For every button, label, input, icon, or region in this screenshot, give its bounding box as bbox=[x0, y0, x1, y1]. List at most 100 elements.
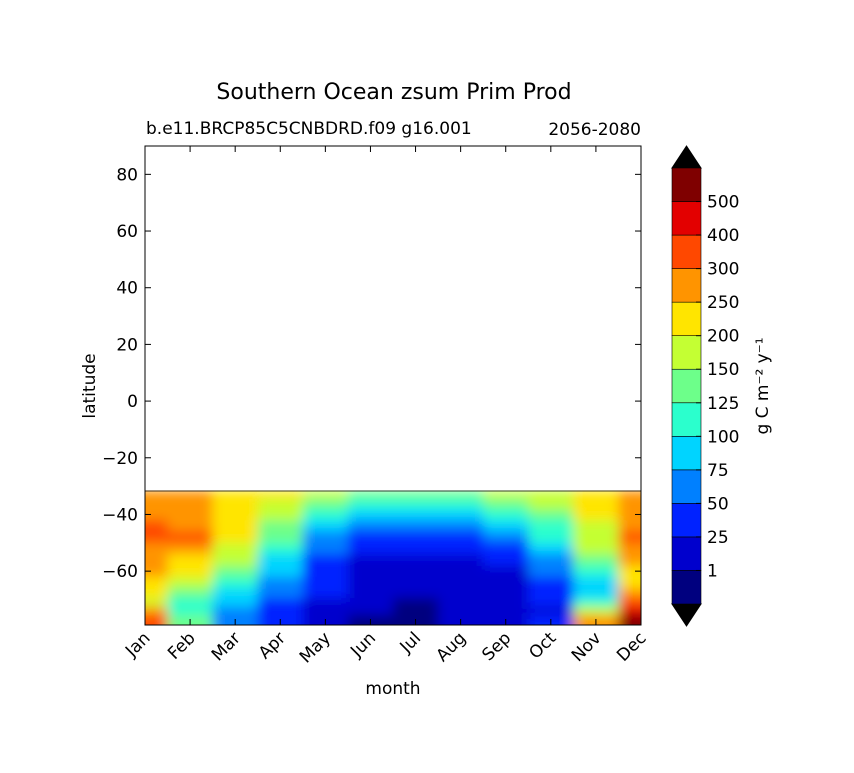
heatmap-cell bbox=[347, 554, 394, 566]
heatmap-cell bbox=[347, 576, 394, 589]
heatmap-cell bbox=[145, 531, 169, 544]
colorbar-tick-label: 50 bbox=[707, 494, 729, 514]
heatmap-cell bbox=[573, 508, 619, 521]
colorbar-tick-label: 500 bbox=[707, 193, 739, 213]
heatmap-cell bbox=[302, 490, 349, 500]
heatmap-cell bbox=[483, 565, 529, 578]
heatmap-cell bbox=[483, 498, 529, 510]
heatmap-cell bbox=[167, 565, 214, 578]
heatmap-cell bbox=[393, 531, 439, 544]
heatmap-cell bbox=[212, 598, 259, 608]
colorbar-extend-top bbox=[671, 145, 702, 169]
colorbar-tick-label: 100 bbox=[707, 427, 739, 447]
heatmap-cell bbox=[573, 576, 619, 589]
heatmap-cell bbox=[145, 576, 169, 589]
x-tick-label: Nov bbox=[568, 628, 606, 666]
heatmap-cell bbox=[393, 565, 439, 578]
colorbar-segment bbox=[671, 469, 702, 504]
heatmap-cell bbox=[302, 588, 349, 599]
heatmap-cell bbox=[528, 565, 574, 578]
heatmap-cell bbox=[212, 554, 259, 566]
heatmap-cell bbox=[145, 606, 169, 616]
heatmap-cell bbox=[167, 498, 214, 510]
heatmap-cell bbox=[438, 554, 484, 566]
heatmap-cell bbox=[145, 542, 169, 555]
heatmap-cell bbox=[438, 598, 484, 608]
heatmap-cell bbox=[302, 508, 349, 521]
heatmap-cell bbox=[618, 576, 641, 589]
heatmap-cell bbox=[528, 542, 574, 555]
heatmap-cell bbox=[618, 615, 641, 625]
heatmap-cell bbox=[302, 606, 349, 616]
heatmap-cell bbox=[302, 565, 349, 578]
colorbar-extend-bottom bbox=[671, 603, 702, 627]
chart-subtitle-left: b.e11.BRCP85C5CNBDRD.f09 g16.001 bbox=[146, 119, 472, 139]
heatmap-cell bbox=[257, 520, 304, 532]
heatmap-cell bbox=[618, 554, 641, 566]
heatmap-cell bbox=[528, 508, 574, 521]
colorbar-segment bbox=[671, 268, 702, 303]
heatmap-cell bbox=[573, 542, 619, 555]
heatmap-cell bbox=[528, 498, 574, 510]
heatmap-cell bbox=[573, 598, 619, 608]
heatmap-cell bbox=[528, 554, 574, 566]
heatmap-cell bbox=[257, 498, 304, 510]
heatmap-cell bbox=[167, 542, 214, 555]
no-data-region bbox=[145, 146, 641, 491]
heatmap-cell bbox=[483, 508, 529, 521]
heatmap-cell bbox=[347, 498, 394, 510]
heatmap-cell bbox=[573, 490, 619, 500]
colorbar-tick-label: 75 bbox=[707, 461, 729, 481]
plot-area: Jan Feb Mar Apr May Jun Jul Aug Sep Oct Nov Dec 80 6… bbox=[102, 145, 651, 667]
colorbar-segment bbox=[671, 201, 702, 236]
heatmap-cell bbox=[212, 565, 259, 578]
heatmap-cell bbox=[618, 531, 641, 544]
heatmap-cell bbox=[438, 520, 484, 532]
heatmap-cell bbox=[618, 520, 641, 532]
heatmap-cell bbox=[393, 508, 439, 521]
heatmap-cell bbox=[145, 598, 169, 608]
heatmap-cell bbox=[483, 576, 529, 589]
y-tick-label: 0 bbox=[127, 392, 138, 412]
heatmap-cell bbox=[573, 520, 619, 532]
heatmap-cell bbox=[302, 498, 349, 510]
heatmap-cell bbox=[618, 588, 641, 599]
colorbar-segment bbox=[671, 335, 702, 370]
heatmap-cell bbox=[393, 498, 439, 510]
heatmap-cell bbox=[347, 542, 394, 555]
heatmap-cell bbox=[212, 606, 259, 616]
heatmap-cell bbox=[347, 588, 394, 599]
heatmap-cell bbox=[347, 606, 394, 616]
x-tick-label: Sep bbox=[478, 628, 515, 665]
heatmap-cell bbox=[257, 554, 304, 566]
heatmap-cell bbox=[212, 588, 259, 599]
colorbar-segment bbox=[671, 536, 702, 571]
heatmap-cell bbox=[483, 588, 529, 599]
heatmap-cell bbox=[167, 508, 214, 521]
heatmap-cell bbox=[573, 498, 619, 510]
heatmap-field bbox=[145, 146, 641, 625]
heatmap-cell bbox=[145, 490, 169, 500]
heatmap-cell bbox=[302, 576, 349, 589]
y-tick-label: −60 bbox=[102, 562, 138, 582]
colorbar-segment bbox=[671, 301, 702, 336]
colorbar-segment bbox=[671, 503, 702, 538]
heatmap-cell bbox=[618, 542, 641, 555]
heatmap-cell bbox=[528, 520, 574, 532]
heatmap-cell bbox=[167, 576, 214, 589]
heatmap-cell bbox=[393, 554, 439, 566]
heatmap-cell bbox=[145, 520, 169, 532]
colorbar-tick-label: 200 bbox=[707, 327, 739, 347]
heatmap-cell bbox=[393, 588, 439, 599]
colorbar-tick-label: 150 bbox=[707, 360, 739, 380]
heatmap-cell bbox=[528, 606, 574, 616]
y-tick-label: −20 bbox=[102, 449, 138, 469]
colorbar-tick-label: 125 bbox=[707, 394, 739, 414]
heatmap-cell bbox=[145, 554, 169, 566]
heatmap-cell bbox=[618, 490, 641, 500]
heatmap-cell bbox=[257, 565, 304, 578]
heatmap-cell bbox=[257, 490, 304, 500]
heatmap-cell bbox=[438, 508, 484, 521]
heatmap-cell bbox=[347, 598, 394, 608]
